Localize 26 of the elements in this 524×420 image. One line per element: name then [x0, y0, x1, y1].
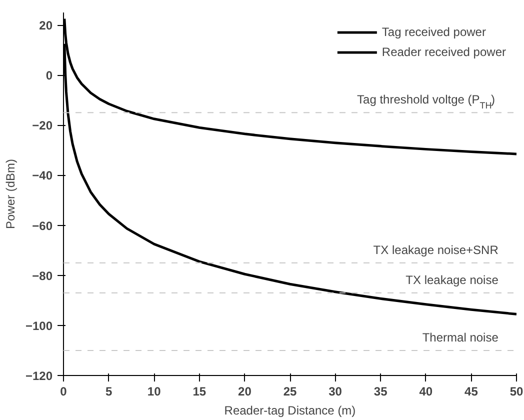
y-tick-label: −100: [25, 318, 53, 333]
x-tick-label: 30: [328, 384, 342, 398]
ref-line-label: Thermal noise: [422, 330, 499, 344]
legend-label: Reader received power: [382, 45, 506, 59]
ref-line-label: TX leakage noise+SNR: [373, 242, 499, 257]
x-axis-title: Reader-tag Distance (m): [224, 404, 356, 418]
x-tick-label: 0: [60, 384, 68, 398]
y-tick-label: −40: [32, 168, 53, 183]
x-tick-label: 40: [419, 384, 433, 398]
x-tick-label: 25: [283, 384, 297, 398]
y-tick-label: 20: [39, 18, 53, 33]
y-axis-title: Power (dBm): [3, 158, 18, 230]
y-tick-label: −60: [32, 218, 53, 233]
x-tick-label: 20: [238, 384, 252, 398]
ref-line-label: TX leakage noise: [406, 272, 499, 287]
x-tick-label: 35: [374, 384, 388, 398]
y-tick-label: −80: [32, 268, 53, 283]
x-tick-label: 15: [192, 384, 206, 398]
x-tick-label: 10: [147, 384, 162, 398]
x-tick-label: 5: [105, 384, 112, 398]
x-tick-label: 45: [464, 384, 478, 398]
y-tick-label: −20: [32, 118, 53, 133]
y-tick-label: −120: [25, 369, 53, 383]
legend-label: Tag received power: [382, 25, 486, 39]
y-tick-label: 0: [46, 68, 53, 83]
x-tick-label: 50: [510, 384, 524, 398]
